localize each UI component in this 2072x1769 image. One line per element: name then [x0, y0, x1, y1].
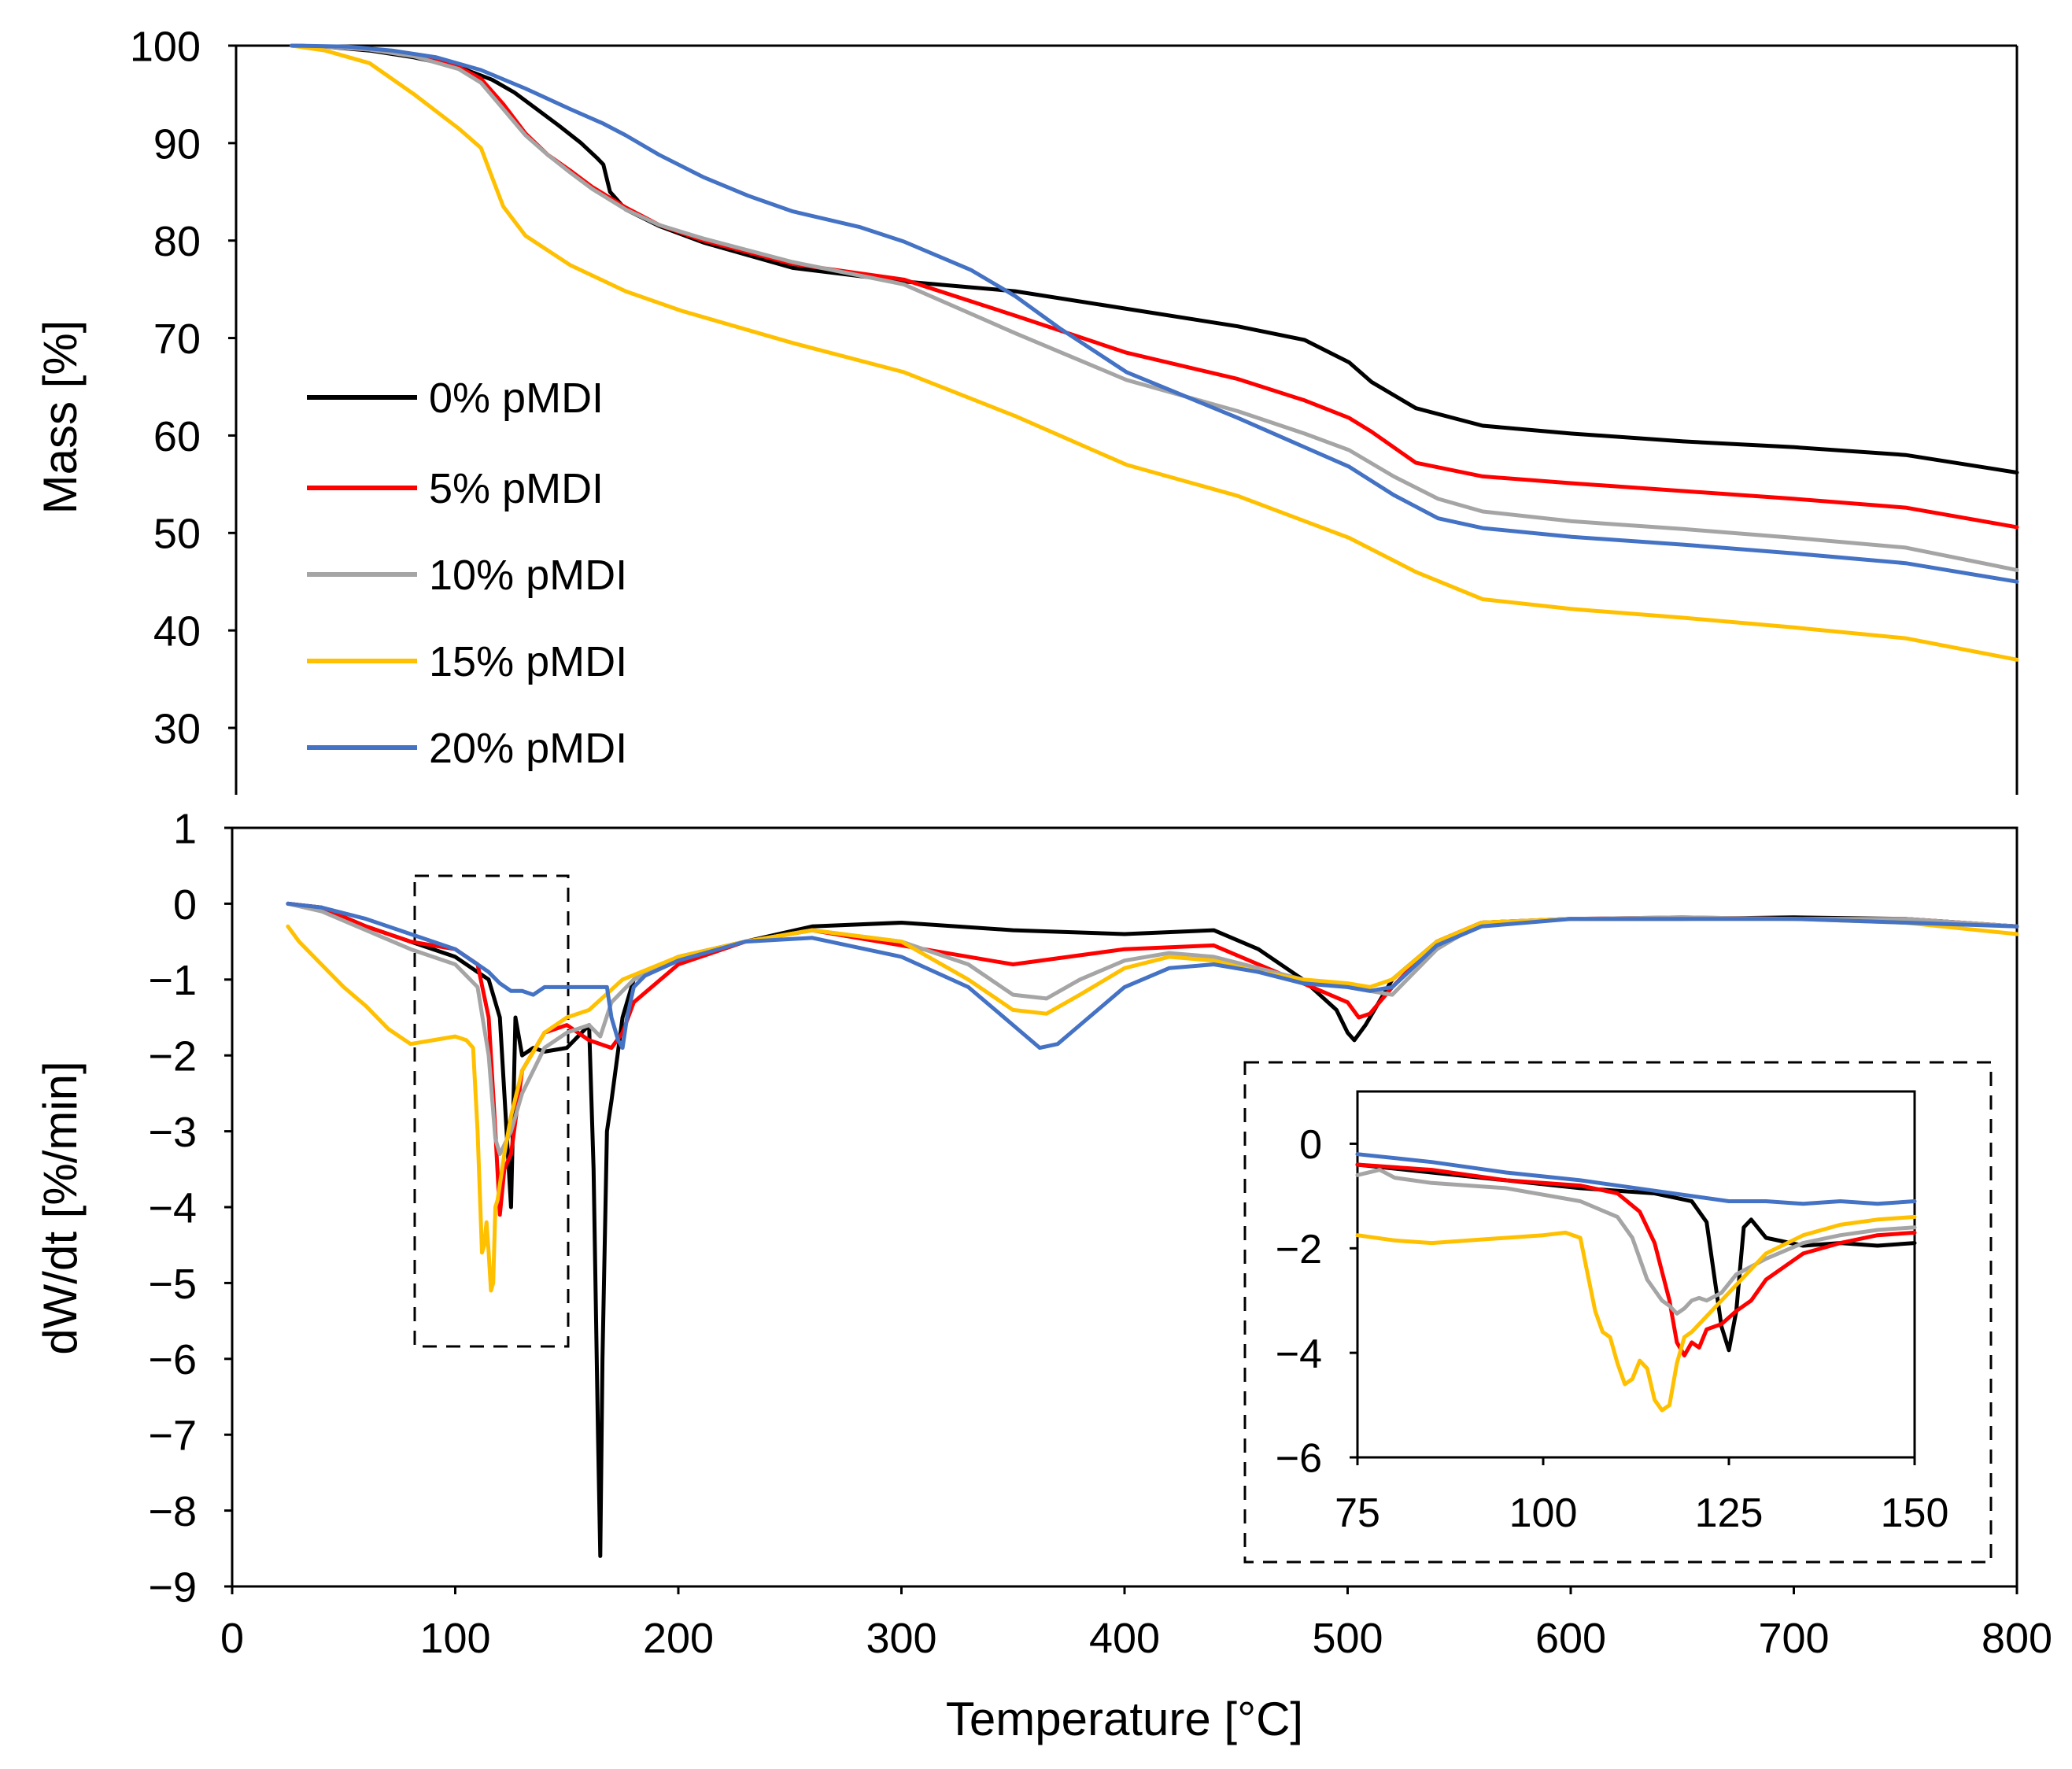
- dtg-series-lines: [286, 901, 2019, 1558]
- dtg-x-tick-label: 400: [1089, 1615, 1160, 1662]
- dtg-line-20pct-pmdi: [286, 901, 2019, 1051]
- legend-label-0pmdi: 0% pMDI: [429, 375, 604, 422]
- mass-y-ticks: 30 40 50 60 70 80 90 100: [130, 23, 236, 752]
- inset-x-tick-label: 150: [1881, 1490, 1949, 1536]
- dtg-y-ticks: 1 0 −1 −2 −3 −4 −5 −6 −7 −8 −9: [148, 805, 232, 1611]
- dtg-y-tick-label: −7: [148, 1413, 197, 1460]
- dtg-y-tick-label: −1: [148, 957, 197, 1004]
- tg-y-tick-label: 60: [153, 413, 201, 460]
- inset-series-lines: [1355, 1152, 1917, 1413]
- dtg-x-tick-label: 0: [220, 1615, 244, 1662]
- dtg-y-tick-label: −5: [148, 1261, 197, 1308]
- x-axis-title: Temperature [°C]: [946, 1693, 1303, 1745]
- inset-outer-dashed-box: [1243, 1061, 1993, 1564]
- legend: 0% pMDI 5% pMDI 10% pMDI 15% pMDI 20% pM…: [307, 375, 627, 772]
- tg-y-tick-label: 80: [153, 218, 201, 265]
- tg-y-tick-label: 70: [153, 316, 201, 363]
- dtg-x-tick-label: 600: [1535, 1615, 1606, 1662]
- inset-panel: 0 −2 −4 −6 75 100 125 150: [1243, 1061, 1993, 1564]
- dtg-y-tick-label: −9: [148, 1564, 197, 1611]
- tg-line-10pct-pmdi: [290, 43, 2019, 572]
- dtg-line-15pct-pmdi: [286, 917, 2019, 1293]
- tg-y-tick-label: 50: [153, 511, 201, 558]
- mass-panel: 30 40 50 60 70 80 90 100 Mass [%]: [34, 23, 2019, 795]
- inset-x-tick-label: 100: [1509, 1490, 1578, 1536]
- inset-y-tick-label: 0: [1299, 1122, 1322, 1168]
- legend-label-10pmdi: 10% pMDI: [429, 552, 627, 599]
- inset-y-tick-label: −2: [1276, 1227, 1322, 1272]
- tg-y-tick-label: 90: [153, 120, 201, 168]
- dtg-y-tick-label: −6: [148, 1336, 197, 1383]
- dtg-y-tick-label: 1: [173, 805, 197, 852]
- inset-x-ticks: 75 100 125 150: [1335, 1457, 1948, 1536]
- dtg-x-tick-label: 500: [1312, 1615, 1383, 1662]
- inset-line-0pct-pmdi: [1355, 1162, 1917, 1353]
- dtg-x-tick-label: 700: [1758, 1615, 1829, 1662]
- mass-series-lines: [290, 43, 2019, 662]
- zoom-region-box: [413, 874, 570, 1348]
- legend-label-5pmdi: 5% pMDI: [429, 465, 604, 512]
- tg-y-tick-label: 40: [153, 608, 201, 656]
- dtg-y-tick-label: −8: [148, 1488, 197, 1535]
- tg-line-20pct-pmdi: [290, 43, 2019, 584]
- dtg-y-axis-title: dW/dt [%/min]: [34, 1061, 87, 1354]
- tg-y-tick-label: 100: [130, 23, 201, 70]
- inset-plot-frame: [1356, 1090, 1916, 1459]
- dtg-x-tick-label: 800: [1982, 1615, 2052, 1662]
- inset-line-5pct-pmdi: [1355, 1162, 1917, 1357]
- inset-x-tick-label: 75: [1335, 1490, 1380, 1536]
- dtg-y-tick-label: 0: [173, 881, 197, 929]
- dtg-y-tick-label: −4: [148, 1184, 197, 1232]
- inset-x-tick-label: 125: [1695, 1490, 1764, 1536]
- legend-label-20pmdi: 20% pMDI: [429, 725, 627, 772]
- dtg-y-tick-label: −2: [148, 1033, 197, 1080]
- inset-line-20pct-pmdi: [1355, 1152, 1917, 1206]
- inset-y-tick-label: −4: [1276, 1331, 1322, 1377]
- legend-label-15pmdi: 15% pMDI: [429, 638, 627, 685]
- dtg-panel: 1 0 −1 −2 −3 −4 −5 −6 −7 −8 −9 0 100 200 300 400 500 600…: [34, 805, 2052, 1745]
- dtg-x-tick-label: 200: [643, 1615, 714, 1662]
- inset-y-tick-label: −6: [1276, 1436, 1322, 1482]
- inset-line-15pct-pmdi: [1355, 1214, 1917, 1413]
- dtg-x-ticks: 0 100 200 300 400 500 600 700 800: [220, 1586, 2052, 1662]
- dtg-y-tick-label: −3: [148, 1109, 197, 1156]
- inset-y-ticks: 0 −2 −4 −6: [1276, 1122, 1357, 1482]
- tg-line-15pct-pmdi: [290, 43, 2019, 662]
- dtg-x-tick-label: 100: [419, 1615, 490, 1662]
- dtg-x-tick-label: 300: [866, 1615, 936, 1662]
- mass-y-axis-title: Mass [%]: [34, 320, 87, 515]
- tg-y-tick-label: 30: [153, 705, 201, 752]
- inset-line-10pct-pmdi: [1355, 1168, 1917, 1316]
